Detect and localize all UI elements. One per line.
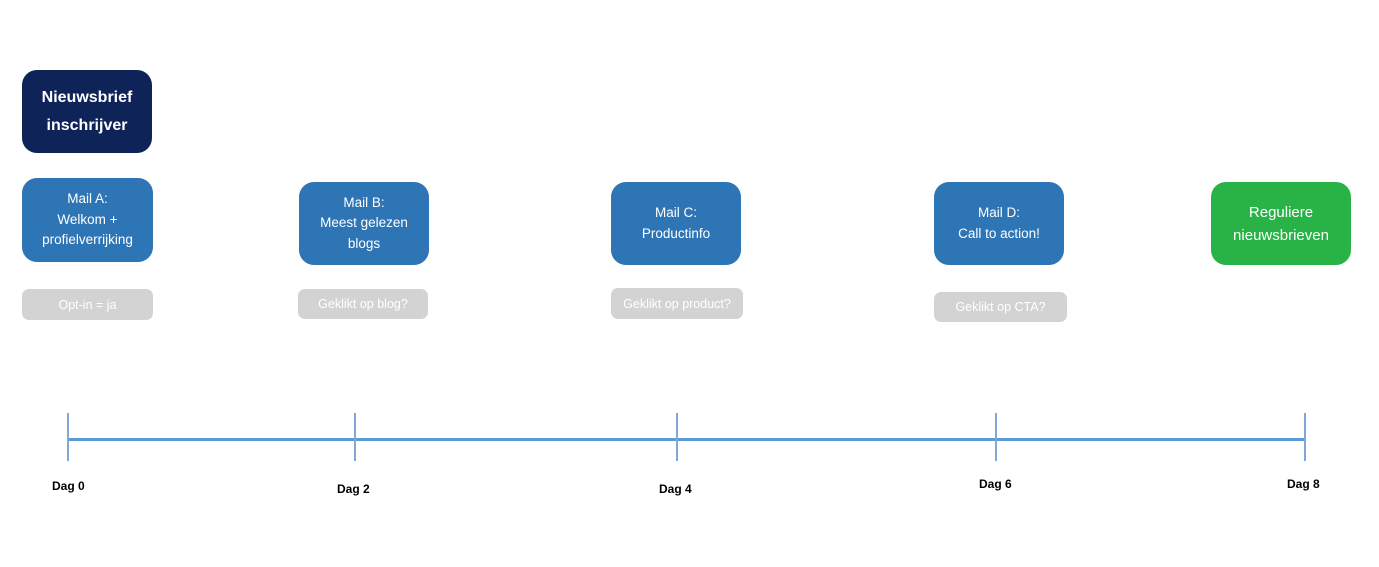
mail-b-line: Meest gelezen [320,215,408,231]
condition-box-opt-in: Opt-in = ja [22,289,153,320]
condition-box-geklikt-op-blog: Geklikt op blog? [298,289,428,319]
timeline-label-dag-6: Dag 6 [979,477,1012,491]
start-box-nieuwsbrief-inschrijver: Nieuwsbrief inschrijver [22,70,152,153]
mail-d-line: Call to action! [958,225,1040,241]
mail-b-line: blogs [347,235,381,251]
timeline-label-dag-8: Dag 8 [1287,477,1320,491]
end-box-line: nieuwsbrieven [1233,226,1329,244]
mail-c-box: Mail C: Productinfo [611,182,741,265]
condition-box-geklikt-op-product: Geklikt op product? [611,288,743,319]
timeline-label-dag-4: Dag 4 [659,482,692,496]
mail-a-line: Welkom + [57,211,118,227]
start-box-line: inschrijver [46,116,128,134]
end-box-line: Reguliere [1248,203,1314,221]
mail-b-box: Mail B: Meest gelezen blogs [299,182,429,265]
mail-c-line: Productinfo [641,225,711,241]
timeline-tick-dag-8 [1304,413,1306,461]
mail-a-line: profielverrijking [42,232,133,248]
mail-a-box: Mail A: Welkom + profielverrijking [22,178,153,262]
timeline-label-dag-0: Dag 0 [52,479,85,493]
timeline-tick-dag-6 [995,413,997,461]
mail-b-line: Mail B: [343,194,385,210]
timeline-tick-dag-2 [354,413,356,461]
timeline-axis [67,438,1306,441]
timeline-tick-dag-0 [67,413,69,461]
end-box-reguliere-nieuwsbrieven: Reguliere nieuwsbrieven [1211,182,1351,265]
mail-c-line: Mail C: [654,205,697,220]
timeline-label-dag-2: Dag 2 [337,482,370,496]
mail-a-line: Mail A: [67,191,108,207]
mail-d-box: Mail D: Call to action! [934,182,1064,265]
timeline-tick-dag-4 [676,413,678,461]
mail-d-line: Mail D: [977,205,1020,220]
start-box-line: Nieuwsbrief [41,88,133,106]
condition-box-geklikt-op-cta: Geklikt op CTA? [934,292,1067,322]
